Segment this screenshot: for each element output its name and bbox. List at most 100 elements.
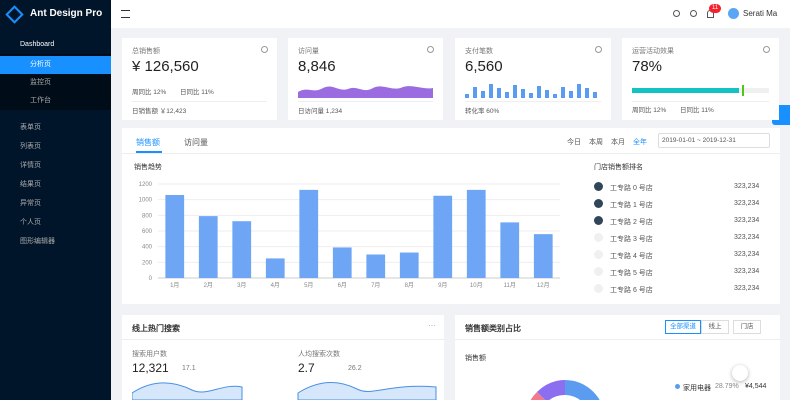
mini-bar bbox=[489, 84, 493, 98]
x-tick-label: 1月 bbox=[170, 282, 179, 289]
info-icon[interactable] bbox=[763, 46, 770, 53]
progress-bar bbox=[632, 88, 739, 93]
rank-value: 323,234 bbox=[734, 217, 760, 224]
submenu-item[interactable]: 工作台 bbox=[30, 97, 51, 104]
sales-card: 2019-01-01 ~ 2019-12-31 销售趋势 门店销售额排名 0 20… bbox=[122, 128, 780, 304]
search-icon[interactable] bbox=[673, 10, 680, 17]
rank-badge bbox=[594, 267, 603, 276]
submenu-item[interactable]: 监控页 bbox=[30, 79, 51, 86]
stat-title: 支付笔数 bbox=[465, 48, 493, 55]
chart-title: 销售趋势 bbox=[134, 164, 162, 171]
logo-text: Ant Design Pro bbox=[30, 8, 103, 19]
menu-item[interactable]: Dashboard bbox=[20, 41, 55, 48]
x-tick-label: 2月 bbox=[204, 282, 213, 289]
menu-item[interactable]: 个人页 bbox=[20, 219, 41, 226]
mini-bar bbox=[481, 91, 485, 98]
menu-item[interactable]: 列表页 bbox=[20, 143, 41, 150]
range-link[interactable]: 今日 bbox=[567, 139, 581, 146]
x-tick-label: 4月 bbox=[271, 282, 280, 289]
date-picker[interactable] bbox=[658, 133, 770, 148]
tab[interactable]: 销售额 bbox=[136, 138, 160, 147]
legend-name[interactable]: 家用电器 bbox=[683, 385, 711, 392]
bar bbox=[533, 234, 553, 278]
menu-item[interactable]: 表单页 bbox=[20, 124, 41, 131]
bar bbox=[198, 216, 218, 278]
tab[interactable]: 访问量 bbox=[184, 138, 208, 147]
mini-bar bbox=[577, 84, 581, 98]
stat-title: 总销售额 bbox=[132, 48, 160, 55]
submenu-item[interactable]: 分析页 bbox=[0, 56, 111, 74]
rank-name: 工专路 1 号店 bbox=[610, 202, 653, 209]
menu-item[interactable]: 结果页 bbox=[20, 181, 41, 188]
menu-item[interactable]: 图形编辑器 bbox=[20, 238, 55, 245]
date-range[interactable]: 2019-01-01 ~ 2019-12-31 bbox=[662, 137, 736, 144]
stat-card: 运营活动效果 78% 周同比 12% 日同比 11% bbox=[622, 38, 779, 120]
x-tick-label: 9月 bbox=[438, 282, 447, 289]
radio-button[interactable]: 线上 bbox=[701, 320, 729, 334]
x-tick-label: 10月 bbox=[470, 282, 483, 289]
range-link[interactable]: 全年 bbox=[633, 139, 647, 146]
rank-name: 工专路 6 号店 bbox=[610, 287, 653, 294]
legend-amount: ¥4,544 bbox=[745, 383, 767, 390]
rank-badge bbox=[594, 182, 603, 191]
rank-name: 工专路 3 号店 bbox=[610, 236, 653, 243]
mini-bar bbox=[473, 87, 477, 98]
mini-bar bbox=[553, 94, 557, 98]
card-title: 销售额类别占比 bbox=[465, 324, 521, 333]
y-tick-label: 400 bbox=[142, 245, 153, 251]
x-tick-label: 5月 bbox=[304, 282, 313, 289]
mini-bar bbox=[513, 85, 517, 98]
card-title: 线上热门搜索 bbox=[132, 324, 180, 333]
help-icon[interactable] bbox=[690, 10, 697, 17]
pie-slice bbox=[565, 380, 600, 400]
metric-label: 人均搜索次数 bbox=[298, 351, 340, 358]
rank-value: 323,234 bbox=[734, 285, 760, 292]
info-icon[interactable] bbox=[427, 46, 434, 53]
range-link[interactable]: 本周 bbox=[589, 139, 603, 146]
more-icon[interactable]: ··· bbox=[428, 321, 436, 330]
rank-value: 323,234 bbox=[734, 200, 760, 207]
trend: 日同比 11% bbox=[680, 107, 714, 114]
stat-footer: 日销售额 ￥12,423 bbox=[132, 108, 187, 115]
bar bbox=[165, 194, 185, 278]
rank-name: 工专路 2 号店 bbox=[610, 219, 653, 226]
menu-toggle[interactable] bbox=[121, 10, 130, 18]
menu-item[interactable]: 异常页 bbox=[20, 200, 41, 207]
info-icon[interactable] bbox=[595, 46, 602, 53]
trend: 周同比 12% bbox=[632, 107, 667, 114]
logo-icon bbox=[5, 5, 24, 24]
notice-badge: 11 bbox=[709, 4, 722, 13]
bar bbox=[299, 189, 319, 278]
stat-value: 6,560 bbox=[465, 58, 503, 75]
x-tick-label: 7月 bbox=[371, 282, 380, 289]
radio-button[interactable]: 门店 bbox=[733, 320, 761, 334]
avatar[interactable] bbox=[728, 8, 739, 19]
divider bbox=[298, 101, 433, 102]
stat-card: 支付笔数 6,560 转化率 60% bbox=[455, 38, 611, 120]
x-tick-label: 3月 bbox=[237, 282, 246, 289]
menu-item[interactable]: 详情页 bbox=[20, 162, 41, 169]
stat-card: 总销售额 ¥ 126,560 周同比 12% 日同比 11% 日销售额 ￥12,423 bbox=[122, 38, 277, 120]
info-icon[interactable] bbox=[261, 46, 268, 53]
user-name[interactable]: Serati Ma bbox=[743, 9, 778, 18]
pie-slice bbox=[537, 380, 565, 400]
download-button[interactable] bbox=[732, 365, 748, 381]
search-card: 线上热门搜索 ··· 搜索用户数 12,321 17.1 人均搜索次数 2.7 26.2 bbox=[122, 315, 444, 400]
rank-value: 323,234 bbox=[734, 234, 760, 241]
mini-bar bbox=[545, 90, 549, 98]
radio-button[interactable]: 全部渠道 bbox=[665, 320, 701, 334]
bar bbox=[232, 221, 252, 278]
stat-value: ¥ 126,560 bbox=[132, 58, 199, 75]
category-card: 销售额类别占比 销售额 家用电器 28.79% ¥4,544 全部渠道 线上 门店 bbox=[455, 315, 780, 400]
rank-badge bbox=[594, 250, 603, 259]
divider bbox=[132, 101, 267, 102]
bar bbox=[466, 189, 486, 278]
y-tick-label: 0 bbox=[149, 276, 153, 282]
header: 11 Serati Ma bbox=[111, 0, 790, 28]
divider bbox=[122, 339, 444, 340]
divider bbox=[465, 101, 601, 102]
range-link[interactable]: 本月 bbox=[611, 139, 625, 146]
bar-chart: 0 200 400 600 800 1000 1200 1月 2月 3月 4月 5月 6月 7月 8月 9月 1… bbox=[139, 182, 560, 289]
sidebar: Ant Design Pro Dashboard 分析页监控页工作台表单页列表页… bbox=[0, 0, 111, 400]
rank-value: 323,234 bbox=[734, 268, 760, 275]
